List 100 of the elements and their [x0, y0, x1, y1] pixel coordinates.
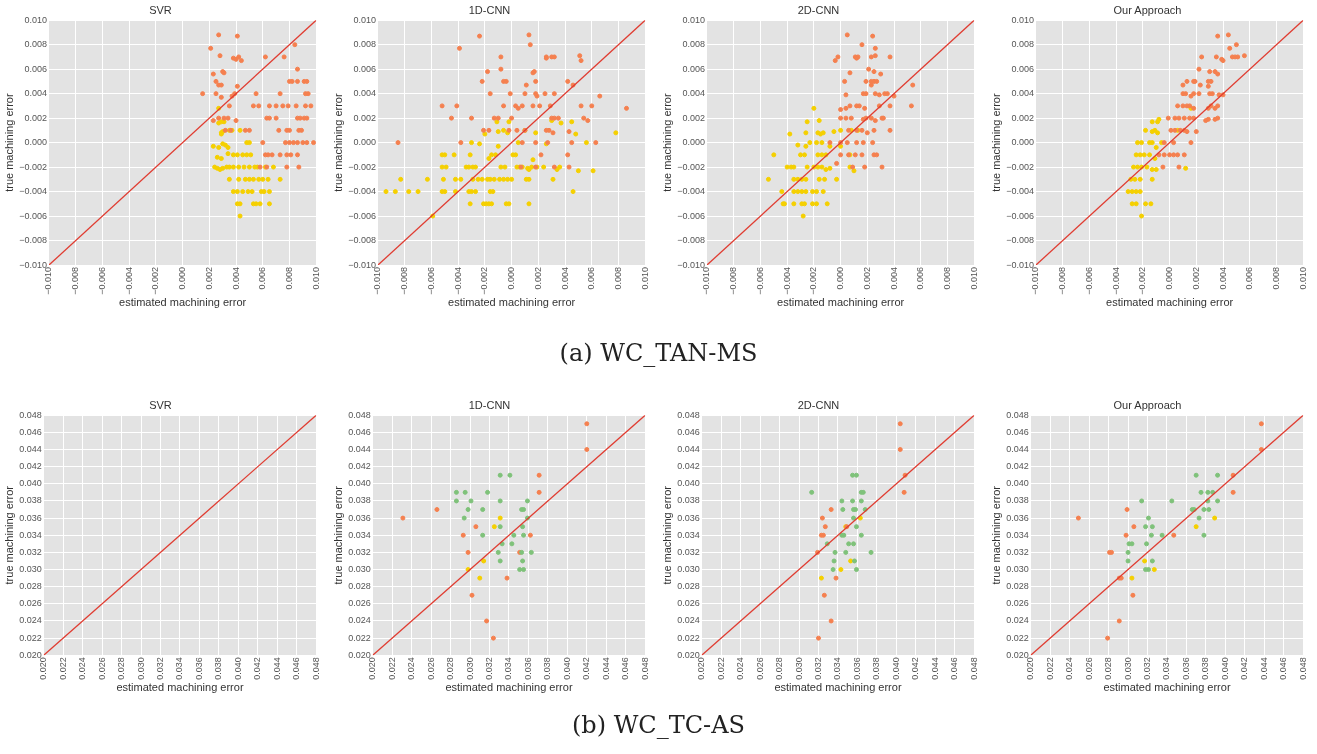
x-tick-label: 0.002	[203, 267, 214, 290]
x-tick-label: 0.026	[754, 657, 765, 680]
y-tick-label: 0.036	[1006, 512, 1029, 523]
y-tick-label: −0.006	[348, 210, 376, 221]
y-tick-label: −0.006	[677, 210, 705, 221]
x-tick-label: 0.002	[861, 267, 872, 290]
y-tick-label: 0.038	[1006, 495, 1029, 506]
y-tick-label: 0.000	[24, 137, 47, 148]
x-tick-label: −0.006	[1083, 267, 1094, 295]
y-tick-label: −0.002	[1006, 161, 1034, 172]
x-tick-label: 0.034	[174, 657, 185, 680]
y-tick-label: 0.036	[677, 512, 700, 523]
x-tick-label: 0.040	[1219, 657, 1230, 680]
y-axis-title: true machining error	[989, 485, 1002, 585]
x-tick-label: 0.036	[851, 657, 862, 680]
y-tick-label: 0.006	[1011, 63, 1034, 74]
y-tick-label: −0.004	[677, 186, 705, 197]
y-tick-label: 0.030	[1006, 564, 1029, 575]
x-tick-label: 0.000	[506, 267, 517, 290]
x-tick-label: 0.004	[1217, 267, 1228, 290]
y-tick-label: 0.032	[677, 546, 700, 557]
x-axis-title: estimated machining error	[119, 296, 247, 309]
x-tick-label: 0.030	[135, 657, 146, 680]
y-axis-title: true machining error	[660, 485, 673, 585]
chart-title: 1D-CNN	[468, 398, 511, 411]
x-tick-label: 0.030	[793, 657, 804, 680]
y-axis-title: true machining error	[331, 485, 344, 585]
y-tick-label: 0.026	[1006, 598, 1029, 609]
x-tick-label: 0.006	[586, 267, 597, 290]
x-tick-label: 0.008	[283, 267, 294, 290]
x-tick-label: 0.004	[230, 267, 241, 290]
y-tick-label: −0.004	[19, 186, 47, 197]
x-tick-label: 0.000	[1164, 267, 1175, 290]
x-tick-label: 0.030	[464, 657, 475, 680]
y-tick-label: 0.046	[19, 426, 42, 437]
y-tick-label: 0.036	[348, 512, 371, 523]
y-axis-title: true machining error	[2, 93, 15, 192]
y-tick-label: 0.002	[682, 112, 705, 123]
y-tick-label: 0.038	[677, 495, 700, 506]
x-tick-label: −0.002	[479, 267, 490, 295]
y-tick-label: −0.008	[1006, 235, 1034, 246]
y-tick-label: 0.048	[677, 409, 700, 420]
x-tick-label: −0.004	[452, 267, 463, 295]
x-tick-label: 0.008	[612, 267, 623, 290]
y-tick-label: 0.046	[1006, 426, 1029, 437]
y-tick-label: 0.008	[1011, 39, 1034, 50]
x-tick-label: −0.004	[123, 267, 134, 295]
x-tick-label: 0.040	[232, 657, 243, 680]
x-tick-label: 0.010	[1297, 267, 1308, 290]
y-tick-label: 0.030	[19, 564, 42, 575]
x-tick-label: −0.004	[1110, 267, 1121, 295]
y-axis-title: true machining error	[989, 93, 1002, 192]
y-tick-label: 0.046	[677, 426, 700, 437]
x-tick-label: 0.034	[832, 657, 843, 680]
y-tick-label: 0.004	[24, 88, 47, 99]
x-tick-label: 0.042	[252, 657, 263, 680]
y-tick-label: 0.042	[1006, 461, 1029, 472]
y-tick-label: 0.044	[677, 443, 700, 454]
text: (b) WC_TC-AS	[571, 710, 745, 739]
x-tick-label: 0.022	[386, 657, 397, 680]
x-axis-title: estimated machining error	[777, 296, 905, 309]
x-axis-title: estimated machining error	[448, 296, 576, 309]
y-tick-label: 0.048	[1006, 409, 1029, 420]
x-tick-label: 0.004	[559, 267, 570, 290]
x-tick-label: 0.004	[888, 267, 899, 290]
y-tick-label: 0.040	[348, 478, 371, 489]
x-tick-label: 0.040	[561, 657, 572, 680]
x-tick-label: 0.038	[1200, 657, 1211, 680]
y-axis-title: true machining error	[660, 93, 673, 192]
y-tick-label: 0.022	[677, 632, 700, 643]
y-tick-label: 0.008	[682, 39, 705, 50]
y-tick-label: 0.048	[348, 409, 371, 420]
y-tick-label: 0.004	[682, 88, 705, 99]
y-tick-label: 0.002	[1011, 112, 1034, 123]
x-tick-label: −0.008	[1057, 267, 1068, 295]
x-tick-label: −0.002	[808, 267, 819, 295]
x-tick-label: −0.002	[1137, 267, 1148, 295]
x-tick-label: −0.008	[728, 267, 739, 295]
x-tick-label: 0.042	[581, 657, 592, 680]
x-tick-label: 0.026	[425, 657, 436, 680]
x-tick-label: 0.000	[177, 267, 188, 290]
y-tick-label: 0.006	[682, 63, 705, 74]
x-tick-label: 0.010	[639, 267, 650, 290]
x-tick-label: 0.002	[1190, 267, 1201, 290]
x-tick-label: −0.004	[781, 267, 792, 295]
y-tick-label: 0.042	[348, 461, 371, 472]
y-tick-label: 0.040	[19, 478, 42, 489]
chart-title: SVR	[149, 3, 172, 16]
y-tick-label: −0.004	[348, 186, 376, 197]
x-tick-label: 0.010	[310, 267, 321, 290]
y-tick-label: 0.034	[19, 529, 42, 540]
y-tick-label: 0.038	[348, 495, 371, 506]
x-tick-label: 0.044	[1258, 657, 1269, 680]
y-tick-label: 0.024	[348, 615, 371, 626]
x-tick-label: 0.010	[968, 267, 979, 290]
x-tick-label: 0.008	[941, 267, 952, 290]
y-tick-label: 0.006	[24, 63, 47, 74]
y-tick-label: 0.042	[19, 461, 42, 472]
x-tick-label: 0.024	[77, 657, 88, 680]
y-tick-label: 0.044	[19, 443, 42, 454]
